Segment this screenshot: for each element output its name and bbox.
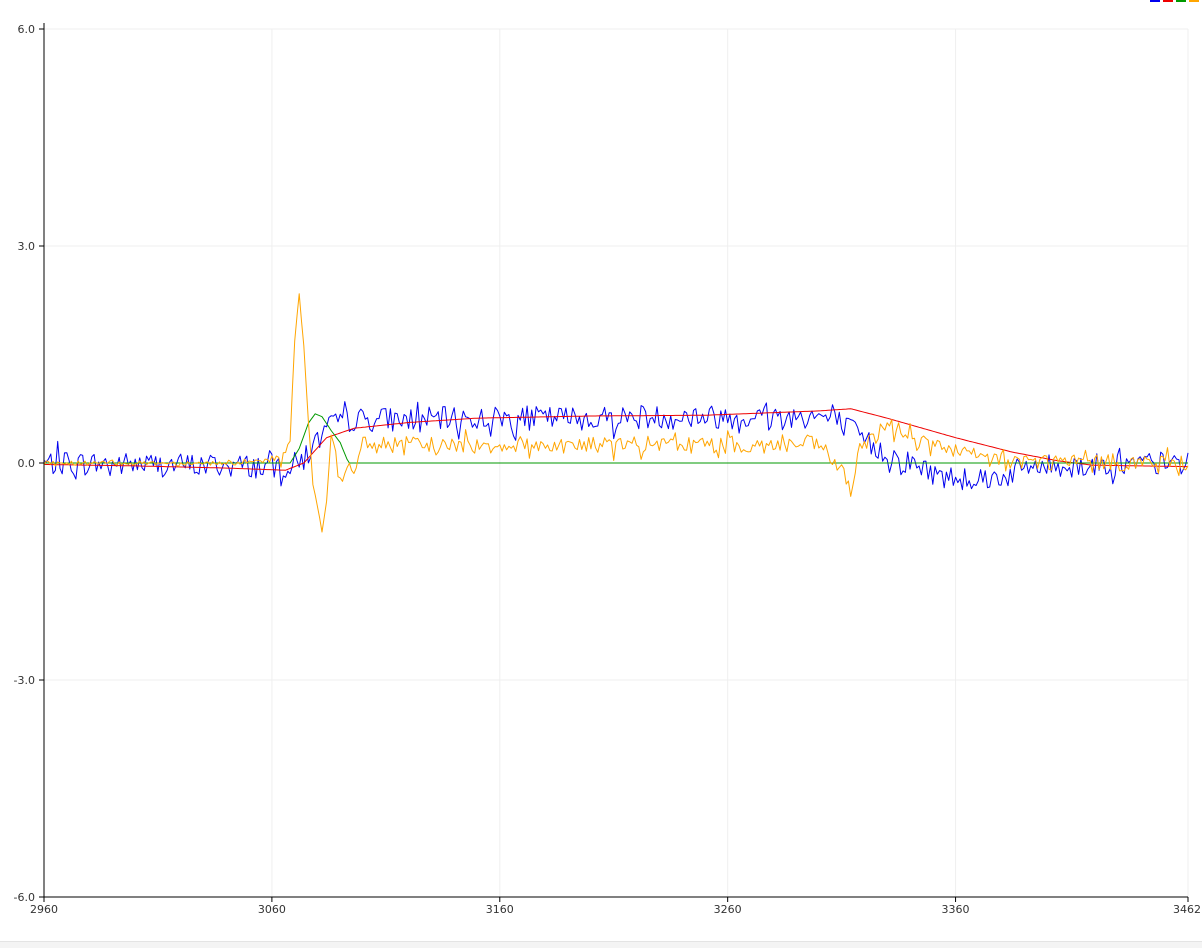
legend-swatch-3 <box>1176 0 1186 2</box>
series-layer <box>43 293 1189 533</box>
legend-swatch-2 <box>1163 0 1173 2</box>
x-tick-label: 3160 <box>486 903 514 916</box>
axes: -6.0 -3.0 0.0 3.0 6.0 2960 3060 3160 3260 3360 346… <box>14 23 1201 916</box>
legend-swatch-1 <box>1150 0 1160 2</box>
y-tick-label: 6.0 <box>18 23 36 36</box>
x-tick-label: 3462 <box>1173 903 1201 916</box>
x-tick-label: 2960 <box>30 903 58 916</box>
y-tick-label: 3.0 <box>18 240 36 253</box>
series-line-2 <box>43 408 1188 471</box>
legend-swatch-4 <box>1189 0 1199 2</box>
y-tick-label: 0.0 <box>18 457 36 470</box>
x-tick-label: 3360 <box>942 903 970 916</box>
legend <box>1150 0 1199 2</box>
x-tick-label: 3060 <box>258 903 286 916</box>
y-tick-label: -3.0 <box>14 674 35 687</box>
bottom-bar <box>0 941 1202 948</box>
y-tick-label: -6.0 <box>14 891 35 904</box>
series-line-3 <box>44 413 1188 464</box>
x-tick-label: 3260 <box>714 903 742 916</box>
series-line-4 <box>43 293 1189 533</box>
